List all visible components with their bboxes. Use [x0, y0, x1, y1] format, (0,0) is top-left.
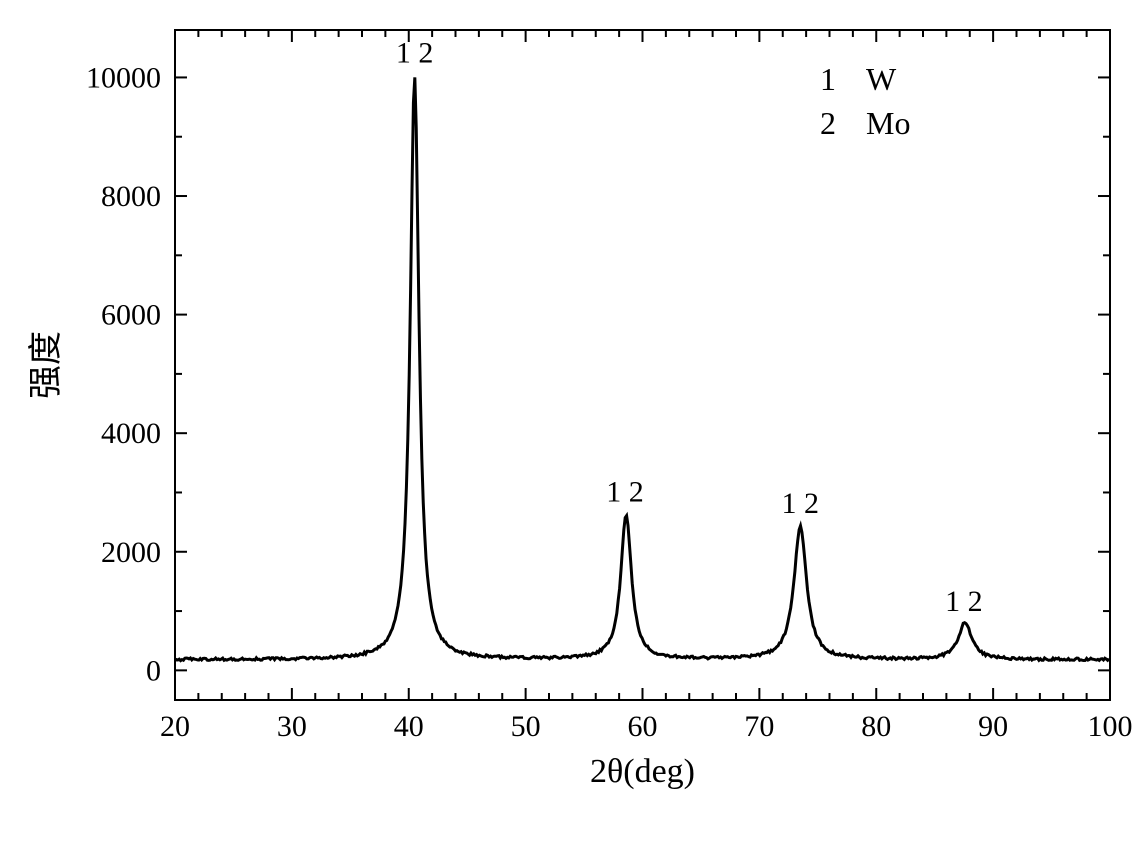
- x-tick-label: 90: [978, 710, 1008, 743]
- y-tick-label: 6000: [101, 299, 161, 332]
- y-tick-label: 4000: [101, 417, 161, 450]
- peak-label: 1 2: [396, 37, 434, 70]
- legend-num: 2: [820, 105, 836, 141]
- y-axis-label: 强度: [27, 331, 65, 399]
- x-axis-label: 2θ(deg): [590, 753, 695, 790]
- legend-num: 1: [820, 61, 836, 97]
- xrd-data-line: [175, 77, 1109, 660]
- peak-label: 1 2: [782, 487, 820, 520]
- legend-label: W: [866, 61, 897, 97]
- x-tick-label: 100: [1088, 710, 1133, 743]
- xrd-chart: 20 30 40 50 60 70 80 90 100 0 2000 4000 6000 8000 1000…: [0, 0, 1144, 845]
- y-tick-label: 0: [146, 654, 161, 687]
- x-tick-label: 70: [744, 710, 774, 743]
- y-tick-label: 8000: [101, 180, 161, 213]
- legend-label: Mo: [866, 105, 910, 141]
- y-tick-label: 2000: [101, 536, 161, 569]
- peak-label: 1 2: [606, 475, 644, 508]
- chart-svg: 20 30 40 50 60 70 80 90 100 0 2000 4000 6000 8000 1000…: [0, 0, 1144, 845]
- x-tick-label: 60: [628, 710, 658, 743]
- y-tick-label: 10000: [86, 61, 161, 94]
- x-tick-label: 20: [160, 710, 190, 743]
- x-tick-label: 30: [277, 710, 307, 743]
- x-tick-label: 40: [394, 710, 424, 743]
- x-tick-label: 50: [511, 710, 541, 743]
- x-tick-label: 80: [861, 710, 891, 743]
- peak-label: 1 2: [945, 585, 983, 618]
